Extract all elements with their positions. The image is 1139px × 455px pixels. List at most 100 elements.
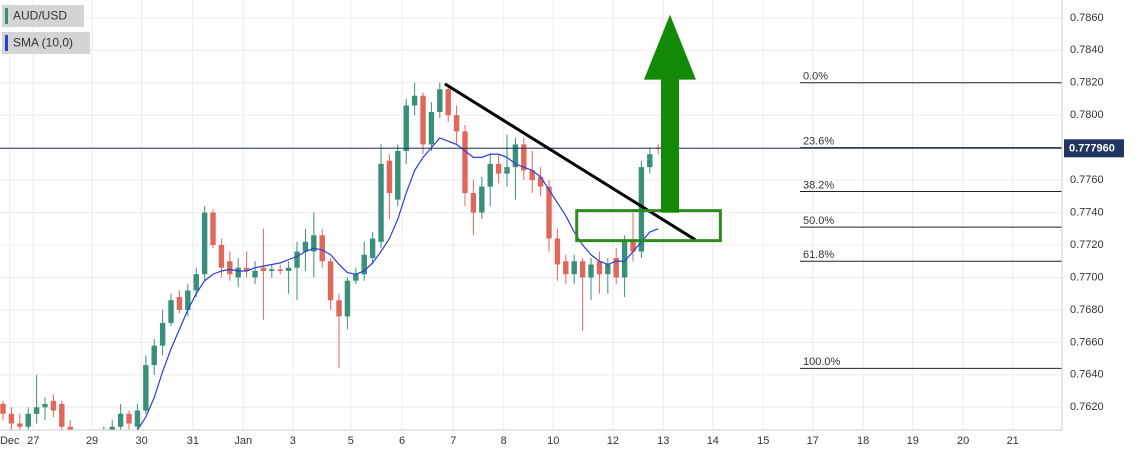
candle-body [420,95,426,145]
x-tick-label: 18 [857,435,869,447]
candle-body [42,404,48,408]
candle-body [67,426,73,430]
candle-body [117,413,124,427]
legend-box [2,32,90,54]
y-tick-label: 0.7800 [1070,109,1104,121]
x-tick-label: 21 [1007,435,1019,447]
candle-body [647,154,653,168]
candle-body [260,267,267,271]
candle-body [269,269,275,271]
legend-label: AUD/USD [13,9,67,23]
y-tick-label: 0.7760 [1070,174,1104,186]
candle-body [319,235,325,262]
x-tick-label: 30 [135,435,147,447]
candle-body [369,238,376,258]
candle-body [453,115,460,132]
sma-line [136,137,659,430]
candle-body [33,407,40,414]
candle-body [621,241,628,278]
highlight-box [575,209,722,243]
x-tick-label: 8 [501,435,507,447]
axes: 0.7620 0.7640 0.7660 0.7680 0.7700 0.7720 0.77… [0,12,1124,447]
x-tick-label: 17 [807,435,819,447]
candle-body [386,160,393,194]
candle-body [462,131,468,194]
candle-body [504,167,510,174]
candle-body [327,261,334,301]
candle-body [143,365,149,411]
candle-body [126,413,132,424]
x-tick-label: 29 [86,435,98,447]
candle-body [521,144,527,171]
candle-body [311,235,317,252]
candle-body [302,241,309,252]
candle-body [227,261,233,275]
candle-body [159,322,166,346]
x-tick-label: 31 [187,435,199,447]
candle-body [479,186,485,213]
x-tick-label: 7 [450,435,456,447]
x-tick-label: 5 [348,435,354,447]
x-tick-label: 15 [757,435,769,447]
candle-body [336,300,342,317]
candle-body [605,264,611,275]
fib-label: 61.8% [803,249,834,261]
candle-body [8,413,15,424]
candle-body [613,258,619,278]
y-tick-label: 0.7680 [1070,304,1104,316]
trendline [444,82,696,241]
candle-body [201,212,208,275]
x-tick-label: 20 [957,435,969,447]
candle-body [193,274,199,291]
candle-body [168,300,174,323]
candle-body [218,245,225,268]
y-tick-label: 0.7820 [1070,77,1104,89]
fib-label: 50.0% [803,215,834,227]
y-tick-label: 0.7720 [1070,239,1104,251]
candle-body [151,345,157,366]
candle-body [588,264,594,278]
candle-body [537,176,544,187]
candle-body [571,261,577,275]
candle-body [235,267,241,278]
y-tick-label: 0.7740 [1070,206,1104,218]
candle-body [294,251,300,268]
candle-body [50,400,57,411]
arrow [643,14,696,213]
y-tick-label: 0.7860 [1070,12,1104,24]
legend-swatch [5,8,8,24]
candle-body [546,186,552,239]
candle-body [0,404,6,414]
x-tick-label: 27 [27,435,39,447]
candle-body [277,269,283,271]
x-tick-label: 13 [657,435,669,447]
candle-body [25,413,31,427]
x-tick-label: 12 [607,435,619,447]
candle-body [17,423,23,427]
x-tick-label: 14 [707,435,719,447]
y-tick-label: 0.7700 [1070,271,1104,283]
candle-body [470,193,477,213]
candle-body [512,144,519,168]
candle-body [563,261,569,275]
y-tick-label: 0.7660 [1070,336,1104,348]
candle-body [495,163,502,174]
candle-body [403,105,409,151]
candle-body [630,241,636,252]
candle-body [428,111,435,145]
candle-body [395,150,401,200]
legend-label: SMA (10,0) [13,36,73,50]
last-price-label: 0.777960 [1069,143,1115,155]
y-tick-label: 0.7620 [1070,401,1104,413]
x-tick-label: 6 [399,435,405,447]
candle-body [596,261,603,275]
plot-area [0,14,1062,430]
fib-label: 38.2% [803,179,834,191]
candle-body [437,89,443,112]
candle-body [285,267,292,271]
legend-box [2,5,84,27]
x-tick-label: Jan [234,435,252,447]
x-tick-label: 3 [290,435,296,447]
candle-body [529,170,535,181]
candle-body [252,270,258,278]
